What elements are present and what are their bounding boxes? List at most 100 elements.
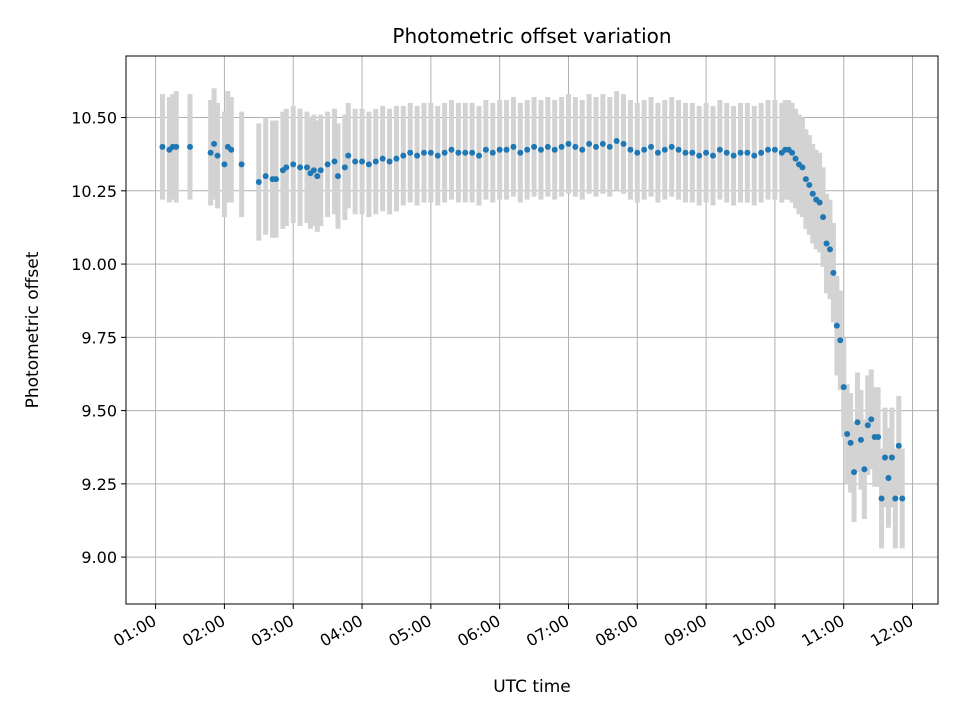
- data-point: [716, 146, 723, 153]
- data-point: [159, 143, 166, 150]
- data-point: [290, 161, 297, 168]
- y-tick-label: 10.25: [71, 182, 117, 201]
- data-point: [878, 495, 885, 502]
- data-point: [641, 146, 648, 153]
- data-point: [606, 143, 613, 150]
- data-point: [441, 149, 448, 156]
- data-point: [400, 152, 407, 159]
- data-point: [620, 140, 627, 147]
- y-tick-label: 9.75: [81, 328, 117, 347]
- data-point: [599, 140, 606, 147]
- data-point: [579, 146, 586, 153]
- data-point: [297, 164, 304, 171]
- data-point: [868, 416, 875, 423]
- data-point: [888, 454, 895, 461]
- data-point: [531, 143, 538, 150]
- data-point: [365, 161, 372, 168]
- data-point: [837, 337, 844, 344]
- y-tick-label: 9.50: [81, 402, 117, 421]
- data-point: [854, 419, 861, 426]
- data-point: [448, 146, 455, 153]
- data-point: [802, 176, 809, 183]
- data-point: [703, 149, 710, 156]
- data-point: [634, 149, 641, 156]
- chart-title: Photometric offset variation: [392, 24, 671, 48]
- data-point: [668, 143, 675, 150]
- data-point: [809, 190, 816, 197]
- data-point: [565, 140, 572, 147]
- data-point: [857, 436, 864, 443]
- data-point: [211, 140, 218, 147]
- data-point: [751, 152, 758, 159]
- data-point: [482, 146, 489, 153]
- data-point: [537, 146, 544, 153]
- data-point: [255, 179, 262, 186]
- data-point: [558, 143, 565, 150]
- y-tick-label: 9.00: [81, 548, 117, 567]
- data-point: [469, 149, 476, 156]
- data-point: [386, 158, 393, 165]
- data-point: [207, 149, 214, 156]
- data-point: [283, 164, 290, 171]
- data-point: [895, 442, 902, 449]
- data-point: [544, 143, 551, 150]
- data-point: [661, 146, 668, 153]
- y-tick-label: 9.25: [81, 475, 117, 494]
- data-point: [885, 474, 892, 481]
- data-point: [427, 149, 434, 156]
- data-point: [341, 164, 348, 171]
- data-point: [372, 158, 379, 165]
- data-point: [434, 152, 441, 159]
- data-point: [420, 149, 427, 156]
- data-point: [524, 146, 531, 153]
- data-point: [847, 439, 854, 446]
- data-point: [689, 149, 696, 156]
- data-point: [476, 152, 483, 159]
- data-point: [317, 167, 324, 174]
- data-point: [723, 149, 730, 156]
- y-axis-label: Photometric offset: [23, 251, 43, 408]
- data-point: [489, 149, 496, 156]
- data-point: [789, 149, 796, 156]
- data-point: [806, 181, 813, 188]
- data-point: [414, 152, 421, 159]
- data-point: [799, 164, 806, 171]
- data-point: [830, 269, 837, 276]
- data-point: [882, 454, 889, 461]
- data-point: [899, 495, 906, 502]
- data-point: [455, 149, 462, 156]
- y-tick-label: 10.00: [71, 255, 117, 274]
- data-point: [737, 149, 744, 156]
- data-point: [816, 199, 823, 206]
- data-point: [820, 214, 827, 221]
- data-point: [861, 466, 868, 473]
- data-point: [517, 149, 524, 156]
- data-point: [792, 155, 799, 162]
- data-point: [696, 152, 703, 159]
- data-point: [823, 240, 830, 247]
- data-point: [572, 143, 579, 150]
- data-point: [303, 164, 310, 171]
- data-point: [407, 149, 414, 156]
- data-point: [758, 149, 765, 156]
- data-point: [864, 422, 871, 429]
- data-point: [627, 146, 634, 153]
- data-point: [228, 146, 235, 153]
- data-point: [310, 167, 317, 174]
- data-point: [345, 152, 352, 159]
- data-point: [393, 155, 400, 162]
- data-point: [314, 173, 321, 180]
- data-point: [592, 143, 599, 150]
- data-point: [709, 152, 716, 159]
- data-points: [159, 137, 906, 502]
- data-point: [730, 152, 737, 159]
- data-point: [496, 146, 503, 153]
- data-point: [379, 155, 386, 162]
- data-point: [826, 246, 833, 253]
- data-point: [682, 149, 689, 156]
- data-point: [613, 137, 620, 144]
- data-point: [654, 149, 661, 156]
- y-axis-ticks: 9.00 9.25 9.50 9.75 10.00 10.25 10.50: [71, 109, 126, 567]
- data-point: [510, 143, 517, 150]
